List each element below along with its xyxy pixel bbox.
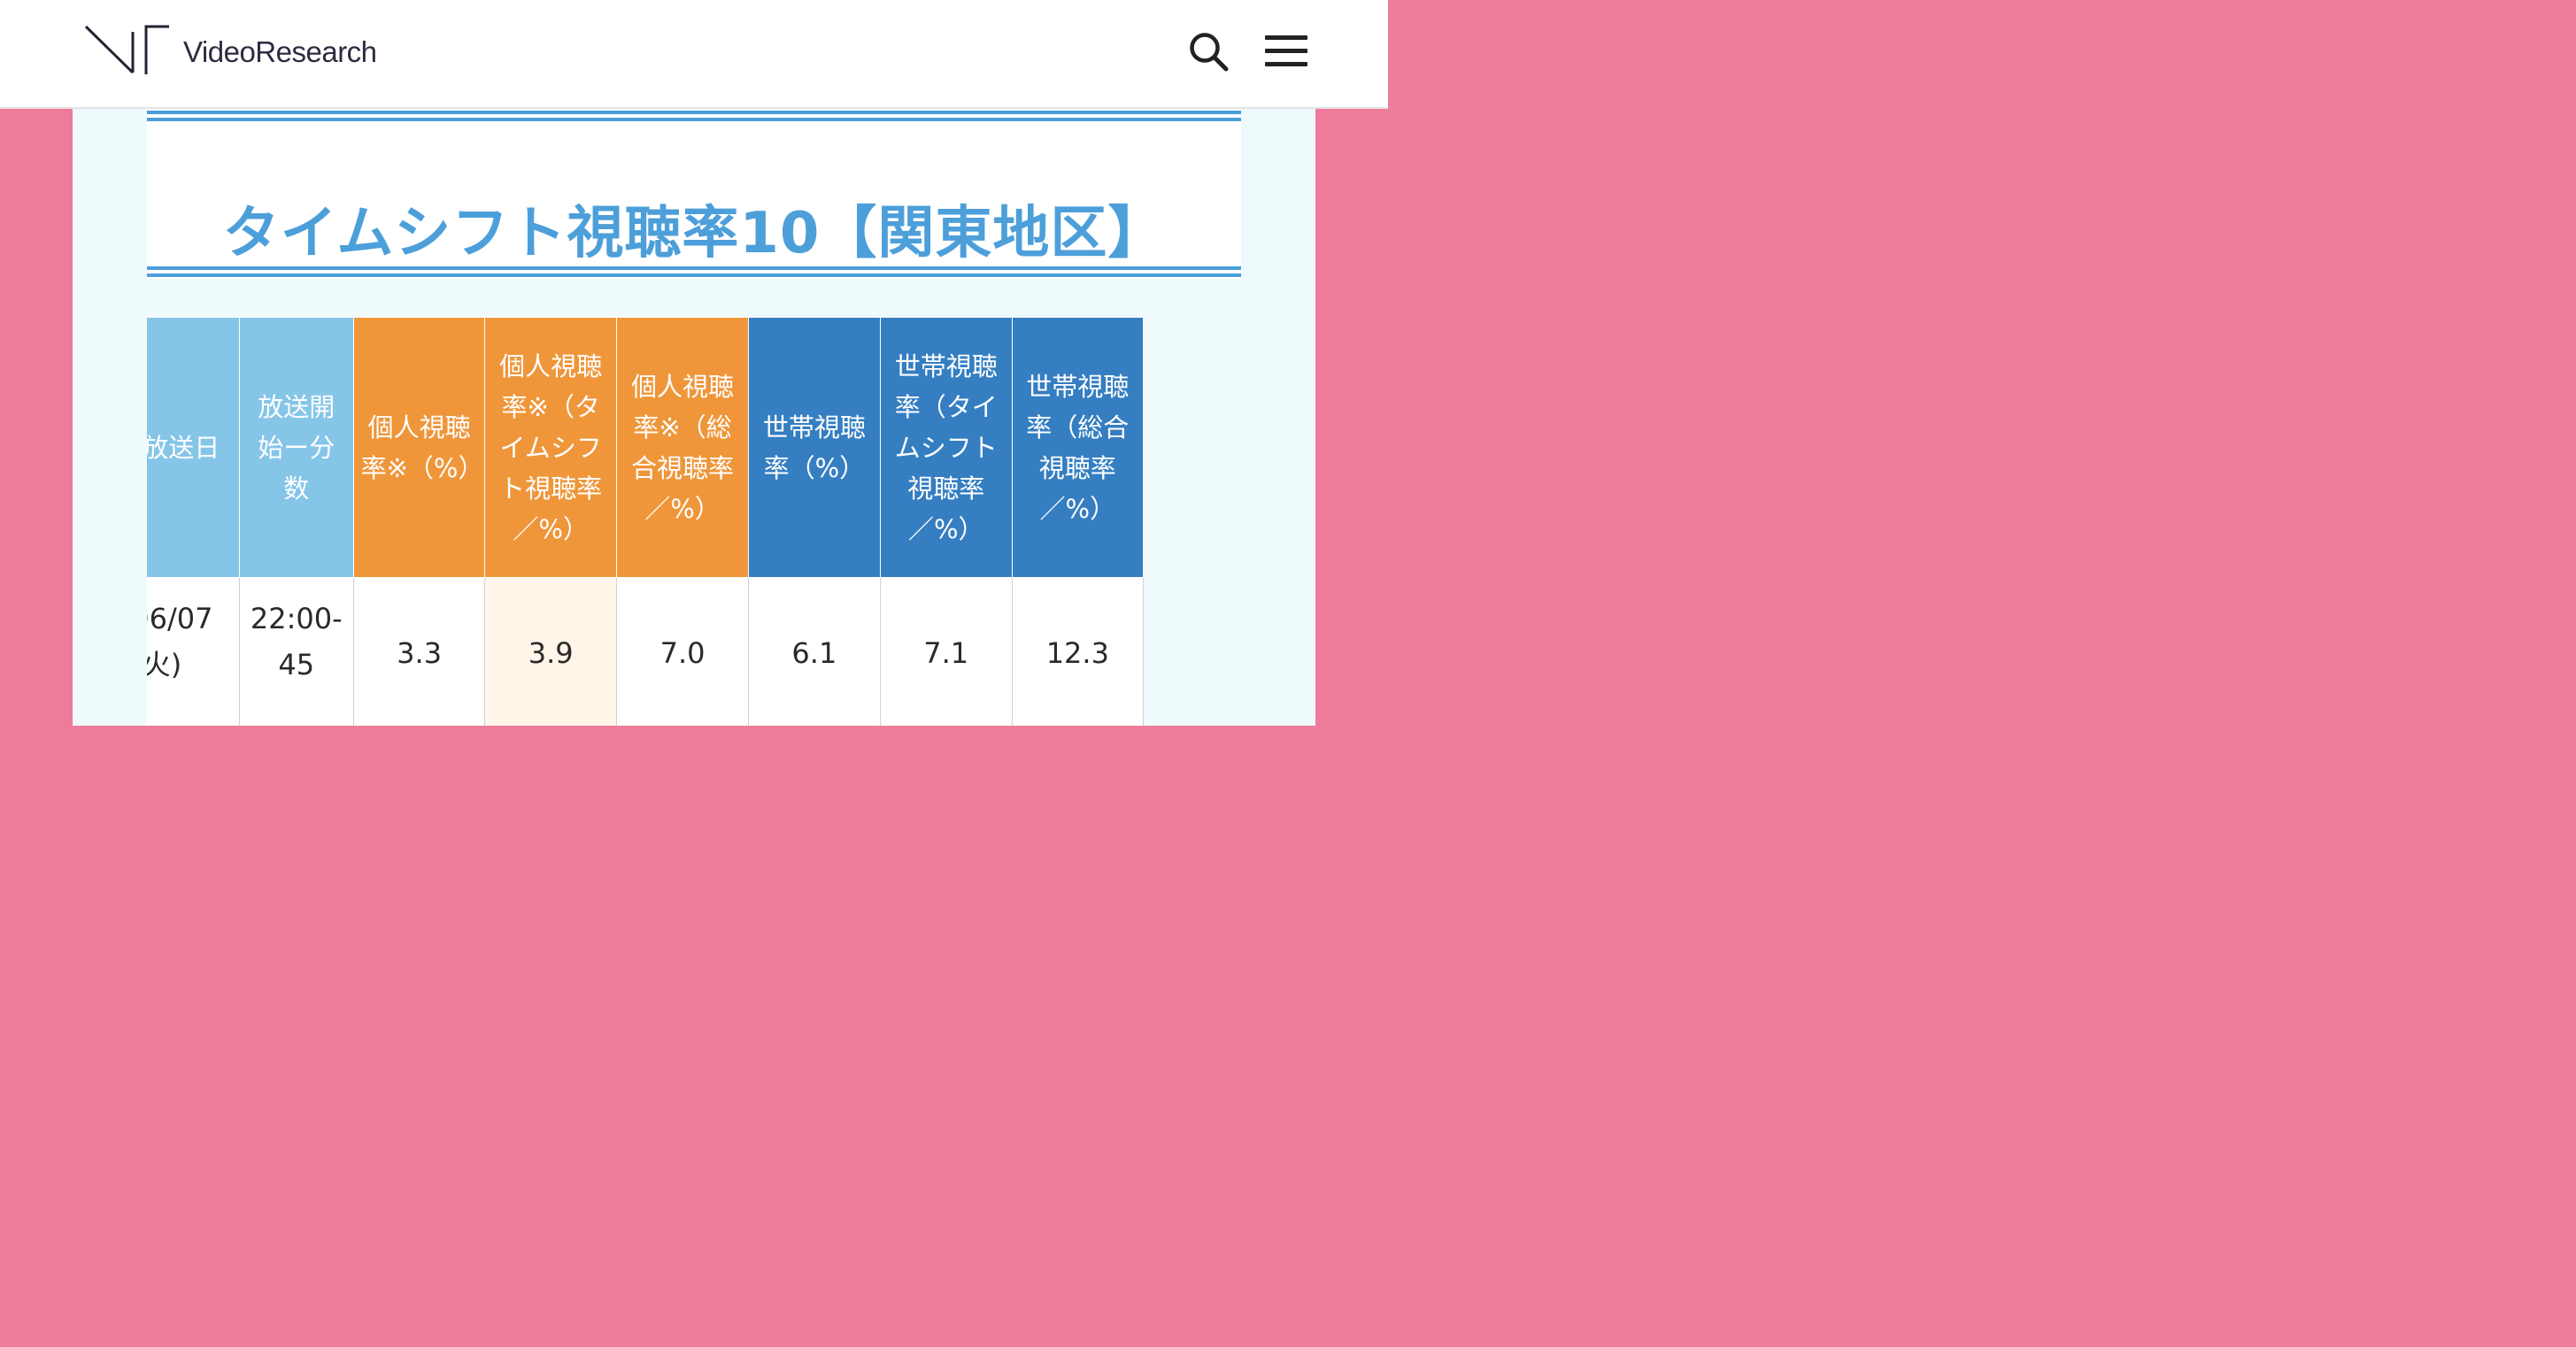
column-header-broadcast-date: 放送日 (147, 317, 240, 578)
search-icon (1190, 33, 1229, 72)
search-button[interactable] (1188, 31, 1229, 72)
hamburger-menu-icon (1265, 62, 1307, 66)
page-title: タイムシフト視聴率10【関東地区】 (222, 200, 1166, 266)
logo-mark-icon (84, 25, 169, 74)
menu-button[interactable] (1265, 35, 1307, 67)
title-box: タイムシフト視聴率10【関東地区】 (147, 109, 1241, 279)
hamburger-menu-icon (1265, 49, 1307, 53)
cell-household-timeshift: 7.1 (879, 577, 1013, 726)
ratings-table-scroll[interactable]: 放送日 放送開始ー分数 個人視聴率※（%） 個人視聴率※（タイムシフト視聴率／%… (147, 317, 1241, 726)
cell-household-total: 12.3 (1011, 577, 1145, 726)
cell-personal-rating: 3.3 (352, 577, 486, 726)
column-header-personal-total: 個人視聴率※（総合視聴率／%） (616, 317, 749, 578)
ratings-table: 放送日 放送開始ー分数 個人視聴率※（%） 個人視聴率※（タイムシフト視聴率／%… (147, 317, 1145, 726)
column-header-household-timeshift: 世帯視聴率（タイムシフト視聴率／%） (879, 317, 1013, 578)
title-top-rule (147, 111, 1241, 114)
cell-personal-timeshift: 3.9 (484, 577, 618, 726)
table-row: 06/07(火) 22:00-45 3.3 3.9 7.0 6.1 7.1 12… (147, 577, 1145, 726)
cell-household-rating: 6.1 (747, 577, 881, 726)
column-header-household-rating: 世帯視聴率（%） (747, 317, 881, 578)
brand-name: VideoResearch (183, 35, 377, 68)
cell-start-duration: 22:00-45 (238, 577, 354, 726)
site-header: VideoResearch (0, 0, 1388, 109)
column-header-start-duration: 放送開始ー分数 (238, 317, 354, 578)
column-header-household-total: 世帯視聴率（総合視聴率／%） (1011, 317, 1145, 578)
column-header-personal-timeshift: 個人視聴率※（タイムシフト視聴率／%） (484, 317, 618, 578)
title-bottom-rule (147, 266, 1241, 270)
column-header-personal-rating: 個人視聴率※（%） (352, 317, 486, 578)
cell-broadcast-date: 06/07(火) (147, 577, 240, 726)
cell-personal-total: 7.0 (616, 577, 749, 726)
hamburger-menu-icon (1265, 35, 1307, 40)
title-top-rule (147, 118, 1241, 121)
title-bottom-rule (147, 273, 1241, 277)
table-header-row: 放送日 放送開始ー分数 個人視聴率※（%） 個人視聴率※（タイムシフト視聴率／%… (147, 317, 1145, 578)
